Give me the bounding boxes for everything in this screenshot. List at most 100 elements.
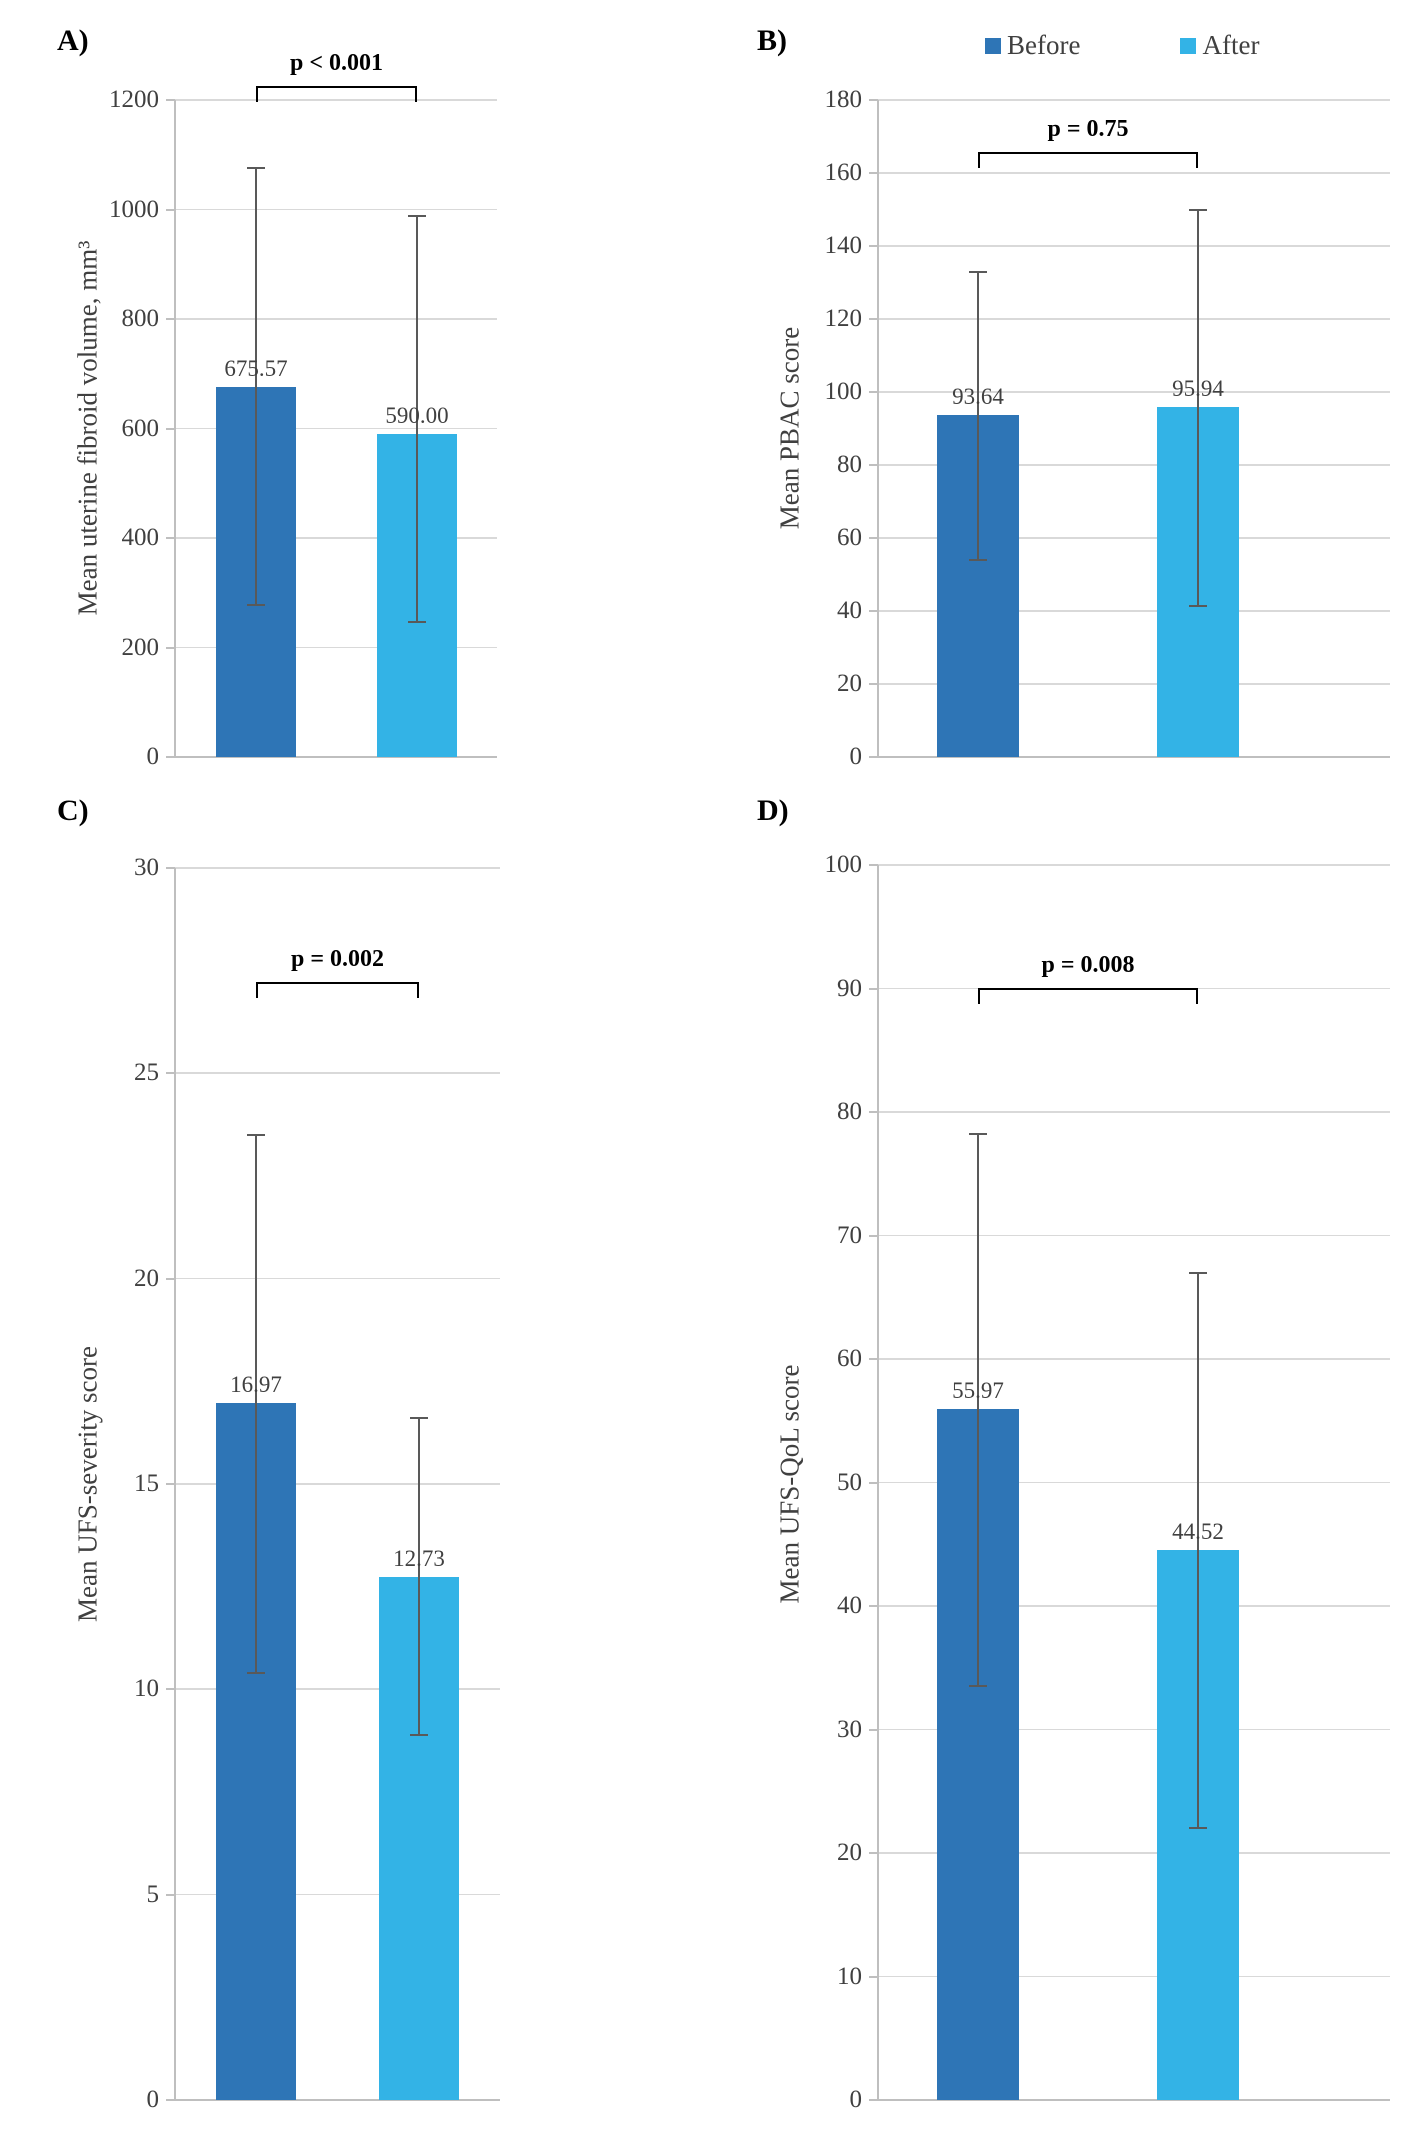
- gridline: [175, 427, 497, 429]
- tick-mark: [166, 318, 175, 320]
- value-label-before: 16.97: [230, 1372, 282, 1398]
- y-tick-label: 100: [824, 851, 863, 878]
- gridline: [878, 1852, 1390, 1854]
- tick-mark: [869, 2099, 878, 2101]
- y-tick-label: 100: [824, 378, 863, 405]
- tick-mark: [166, 646, 175, 649]
- y-tick-label: 15: [134, 1470, 159, 1497]
- error-bar-cap-top-after: [1189, 208, 1207, 211]
- legend-item-after: After: [1180, 30, 1259, 61]
- y-tick-label: 400: [121, 524, 160, 551]
- y-tick-label: 5: [146, 1880, 160, 1908]
- tick-mark: [869, 1605, 878, 1607]
- significance-bracket-right-leg: [1196, 152, 1198, 168]
- error-bar-cap-bottom-before: [969, 558, 987, 561]
- tick-mark: [869, 464, 878, 466]
- legend-item-before: Before: [985, 30, 1080, 61]
- error-bar-cap-top-after: [408, 215, 426, 218]
- p-value-label: p = 0.75: [1047, 116, 1129, 142]
- tick-mark: [869, 1852, 878, 1854]
- gridline: [878, 1975, 1390, 1977]
- error-bar-line-before: [977, 271, 979, 560]
- p-value-label: p = 0.002: [290, 946, 385, 972]
- value-label-after: 12.73: [393, 1546, 445, 1572]
- y-tick-label: 80: [837, 451, 862, 478]
- error-bar-cap-top-before: [247, 167, 265, 170]
- tick-mark: [166, 99, 175, 101]
- tick-mark: [869, 610, 878, 612]
- y-tick-label: 50: [837, 1468, 862, 1496]
- x-axis-line: [878, 756, 1390, 758]
- y-tick-label: 0: [849, 743, 863, 770]
- tick-mark: [869, 756, 878, 758]
- gridline: [878, 1234, 1390, 1236]
- value-label-before: 55.97: [952, 1377, 1004, 1403]
- y-tick-label: 40: [837, 1592, 862, 1619]
- p-value-label: p = 0.008: [1041, 952, 1135, 978]
- significance-bracket-right-leg: [417, 982, 419, 998]
- y-tick-label: 160: [824, 159, 863, 186]
- tick-mark: [869, 683, 878, 685]
- gridline: [878, 610, 1390, 612]
- error-bar-cap-top-before: [247, 1133, 265, 1136]
- legend: Before After: [985, 30, 1259, 61]
- error-bar-line-after: [416, 216, 418, 623]
- panel-label: A): [57, 24, 89, 57]
- error-bar-cap-top-before: [969, 1133, 987, 1136]
- y-tick-label: 90: [837, 974, 862, 1002]
- tick-mark: [166, 1483, 175, 1485]
- gridline: [175, 99, 497, 101]
- gridline: [878, 1728, 1390, 1730]
- gridline: [175, 1072, 500, 1074]
- legend-label-before: Before: [1007, 30, 1081, 60]
- y-tick-label: 120: [824, 305, 863, 332]
- y-tick-label: 180: [824, 86, 863, 113]
- y-tick-label: 80: [837, 1098, 862, 1125]
- y-tick-label: 20: [837, 670, 862, 697]
- tick-mark: [869, 537, 878, 539]
- y-axis-title: Mean UFS-QoL score: [774, 1364, 805, 1604]
- y-axis-line: [174, 868, 176, 2100]
- gridline: [878, 683, 1390, 685]
- error-bar-cap-top-before: [969, 270, 987, 273]
- tick-mark: [869, 99, 878, 101]
- y-tick-label: 800: [121, 305, 160, 332]
- gridline: [175, 1688, 500, 1690]
- significance-bracket-right-leg: [415, 86, 417, 102]
- y-tick-label: 10: [837, 1962, 862, 1990]
- legend-swatch-after: [1180, 37, 1197, 54]
- gridline: [878, 391, 1390, 393]
- y-axis-line: [174, 100, 176, 757]
- tick-mark: [869, 318, 878, 320]
- tick-mark: [869, 1728, 878, 1731]
- tick-mark: [869, 1481, 878, 1484]
- gridline: [878, 245, 1390, 247]
- gridline: [175, 1893, 500, 1896]
- y-tick-label: 600: [121, 414, 160, 442]
- gridline: [175, 537, 497, 539]
- y-tick-label: 70: [837, 1221, 862, 1249]
- tick-mark: [869, 245, 878, 247]
- y-tick-label: 140: [824, 232, 863, 259]
- tick-mark: [869, 172, 878, 174]
- x-axis-line: [175, 2099, 500, 2101]
- error-bar-cap-bottom-after: [1189, 604, 1207, 607]
- significance-bracket-left-leg: [978, 152, 980, 168]
- tick-mark: [869, 1234, 878, 1237]
- tick-mark: [166, 756, 175, 758]
- significance-bracket-top: [256, 86, 417, 88]
- y-tick-label: 10: [134, 1675, 159, 1703]
- tick-mark: [166, 1072, 175, 1075]
- value-label-before: 675.57: [224, 356, 288, 382]
- error-bar-line-after: [1197, 1272, 1199, 1829]
- tick-mark: [869, 1975, 878, 1978]
- gridline: [878, 864, 1390, 866]
- value-label-after: 590.00: [385, 402, 449, 428]
- tick-mark: [166, 1277, 175, 1280]
- significance-bracket-right-leg: [1196, 988, 1198, 1004]
- legend-label-after: After: [1202, 30, 1260, 60]
